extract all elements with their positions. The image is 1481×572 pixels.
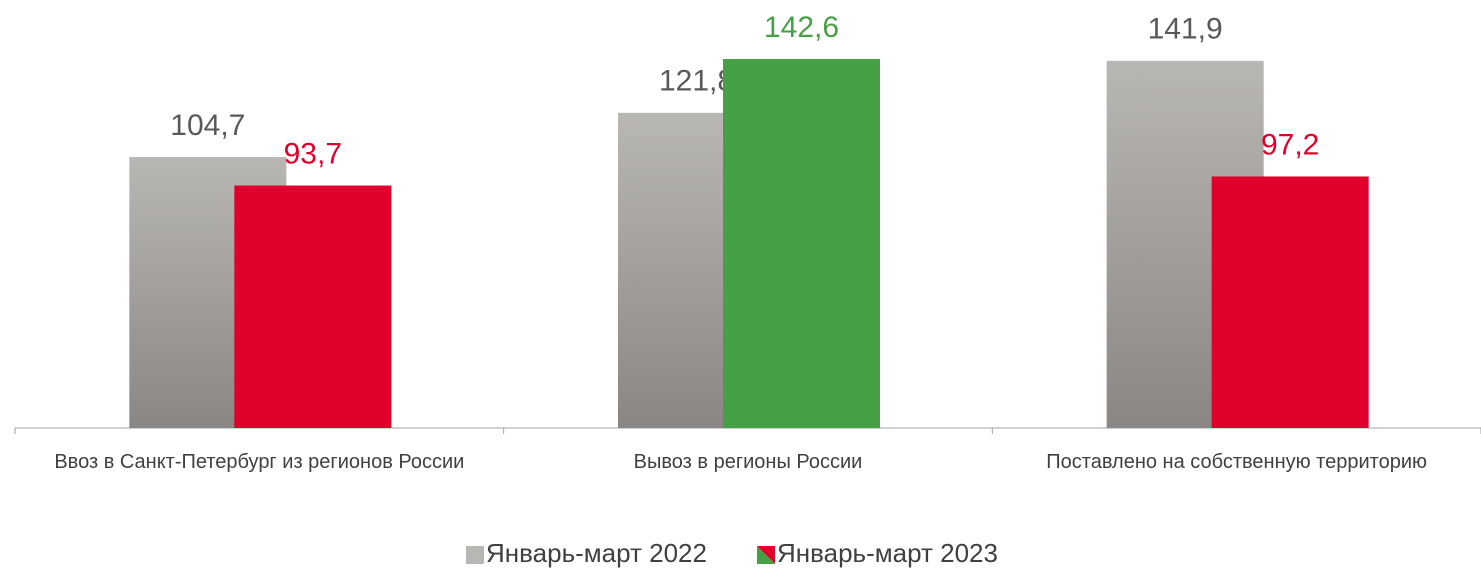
x-tick-label: Поставлено на собственную территорию: [1046, 451, 1427, 473]
value-label: 93,7: [284, 137, 342, 170]
value-label: 142,6: [764, 11, 839, 44]
bar: [1211, 176, 1369, 428]
legend-label: Январь-март 2023: [777, 538, 998, 568]
legend-swatch: [756, 546, 775, 564]
legend-label: Январь-март 2022: [486, 538, 707, 568]
value-label: 141,9: [1148, 13, 1223, 46]
legend-swatch: [466, 546, 484, 564]
x-tick-label: Ввоз в Санкт-Петербург из регионов Росси…: [54, 451, 465, 473]
bar: [234, 185, 392, 428]
value-label: 97,2: [1261, 128, 1319, 161]
x-tick-label: Вывоз в регионы России: [633, 451, 863, 473]
bar: [723, 59, 880, 428]
value-label: 121,8: [659, 65, 734, 98]
value-label: 104,7: [170, 109, 245, 142]
